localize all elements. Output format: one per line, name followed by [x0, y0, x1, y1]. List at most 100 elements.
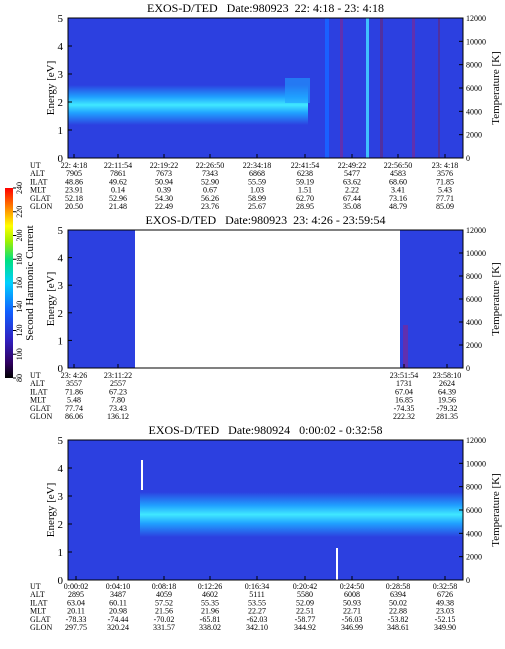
table-cell: 52.90	[201, 177, 219, 186]
table-cell: 55.35	[201, 598, 219, 607]
colorbar-tick-label: 100	[15, 348, 24, 360]
y-axis-label: Energy [eV]	[45, 61, 57, 115]
table-cell: 0:28:58	[386, 582, 410, 591]
table-cell: 4059	[156, 590, 172, 599]
table-cell: 7905	[66, 169, 82, 178]
colorbar	[5, 188, 13, 378]
row-label: ALT	[30, 379, 45, 388]
y-tick-label: 0	[58, 363, 64, 375]
y-tick-label: 5	[58, 225, 64, 237]
table-cell: 67.23	[109, 387, 127, 396]
row-label: UT	[30, 582, 41, 591]
y2-tick-label: 4000	[466, 529, 482, 538]
table-cell: 348.61	[387, 623, 409, 632]
table-cell: 73.16	[389, 194, 407, 203]
table-cell: -62.03	[247, 615, 268, 624]
y-axis-label: Energy [eV]	[45, 272, 57, 326]
table-cell: 67.44	[343, 194, 361, 203]
table-cell: 22.71	[343, 607, 361, 616]
table-cell: -74.44	[108, 615, 129, 624]
table-cell: 5.43	[438, 186, 452, 195]
spectrogram-band	[140, 492, 463, 537]
table-cell: 77.74	[65, 404, 83, 413]
table-cell: 1731	[396, 379, 412, 388]
colorbar-tick-label: 180	[15, 253, 24, 265]
y-tick-label: 3	[58, 69, 64, 81]
table-cell: 50.94	[155, 177, 173, 186]
table-cell: 3576	[437, 169, 453, 178]
table-cell: 349.90	[434, 623, 456, 632]
row-label: ILAT	[30, 177, 47, 186]
table-cell: 0:20:42	[293, 582, 317, 591]
y2-tick-label: 10000	[466, 459, 486, 468]
y2-tick-label: 0	[466, 364, 470, 373]
table-cell: 77.71	[436, 194, 454, 203]
table-cell: 331.57	[153, 623, 175, 632]
table-cell: 22:56:50	[384, 161, 412, 170]
y2-tick-label: 6000	[466, 84, 482, 93]
table-cell: 71.86	[65, 387, 83, 396]
y2-tick-label: 2000	[466, 341, 482, 350]
y2-tick-label: 12000	[466, 14, 486, 23]
row-label: MLT	[30, 396, 46, 405]
table-cell: 0.39	[157, 186, 171, 195]
y2-tick-label: 2000	[466, 131, 482, 140]
table-cell: -52.15	[435, 615, 456, 624]
y2-axis-label: Temperature [K]	[490, 51, 502, 124]
table-cell: 60.11	[109, 598, 127, 607]
table-cell: 63.62	[343, 177, 361, 186]
spectrogram-stripes	[325, 18, 440, 158]
y-axis-label: Energy [eV]	[45, 483, 57, 537]
table-cell: 297.75	[65, 623, 87, 632]
table-cell: 6008	[344, 590, 360, 599]
y2-axis-label: Temperature [K]	[490, 473, 502, 546]
y2-tick-label: 8000	[466, 272, 482, 281]
table-cell: 20.98	[109, 607, 127, 616]
colorbar-tick-label: 80	[15, 374, 24, 382]
table-cell: 63.04	[67, 598, 85, 607]
table-cell: 0:24:50	[340, 582, 364, 591]
table-cell: 1.03	[250, 186, 264, 195]
y-tick-label: 0	[58, 575, 64, 587]
table-cell: 5477	[344, 169, 360, 178]
colorbar-tick-label: 160	[15, 277, 24, 289]
table-cell: 23: 4:18	[432, 161, 458, 170]
y2-tick-label: 2000	[466, 553, 482, 562]
table-cell: 50.93	[343, 598, 361, 607]
table-cell: 3487	[110, 590, 126, 599]
table-cell: 0:32:58	[433, 582, 457, 591]
table-cell: 22.27	[248, 607, 266, 616]
table-cell: -74.35	[394, 404, 415, 413]
table-cell: 49.62	[109, 177, 127, 186]
colorbar-tick-label: 140	[15, 301, 24, 313]
table-cell: 73.43	[109, 404, 127, 413]
spectrogram-bg	[400, 230, 463, 368]
table-cell: 55.59	[248, 177, 266, 186]
y-tick-label: 0	[58, 153, 64, 165]
table-cell: 5111	[249, 590, 264, 599]
table-cell: 22.51	[296, 607, 314, 616]
table-cell: 7861	[110, 169, 126, 178]
table-cell: 22:41:54	[291, 161, 319, 170]
y2-tick-label: 10000	[466, 37, 486, 46]
table-cell: 53.55	[248, 598, 266, 607]
y-tick-label: 3	[58, 491, 64, 503]
table-cell: 21.48	[109, 202, 127, 211]
table-cell: 0.14	[111, 186, 125, 195]
row-label: GLON	[30, 412, 52, 421]
table-cell: 338.02	[199, 623, 221, 632]
y2-tick-label: 8000	[466, 61, 482, 70]
table-cell: 85.09	[436, 202, 454, 211]
row-label: GLAT	[30, 194, 51, 203]
row-label: GLON	[30, 202, 52, 211]
table-cell: 49.38	[436, 598, 454, 607]
table-cell: 2.22	[345, 186, 359, 195]
table-cell: 6238	[297, 169, 313, 178]
spectrogram-band	[285, 78, 310, 103]
table-cell: 0:00:02	[64, 582, 88, 591]
table-cell: -79.32	[437, 404, 458, 413]
colorbar-tick-label: 240	[15, 182, 24, 194]
table-cell: 3.41	[391, 186, 405, 195]
spectrogram-stripes	[403, 325, 408, 368]
table-cell: 25.67	[248, 202, 266, 211]
